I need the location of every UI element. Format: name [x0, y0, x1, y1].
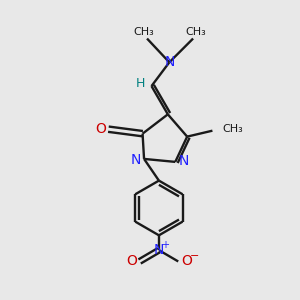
Text: −: − — [190, 251, 199, 261]
Text: N: N — [130, 152, 141, 167]
Text: N: N — [178, 154, 189, 168]
Text: +: + — [161, 240, 169, 250]
Text: H: H — [136, 76, 145, 90]
Text: CH₃: CH₃ — [222, 124, 243, 134]
Text: N: N — [165, 55, 175, 69]
Text: O: O — [182, 254, 193, 268]
Text: CH₃: CH₃ — [134, 27, 154, 37]
Text: N: N — [154, 243, 164, 257]
Text: O: O — [126, 254, 137, 268]
Text: CH₃: CH₃ — [186, 27, 206, 37]
Text: O: O — [95, 122, 106, 136]
